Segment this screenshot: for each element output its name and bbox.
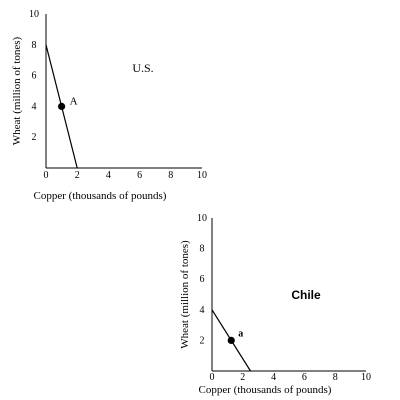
us-title: U.S. [132,61,153,75]
us-y-tick-label: 8 [32,40,37,51]
chile-x-tick-label: 2 [240,372,245,383]
us-point-label: A [70,95,78,107]
chile-x-tick-label: 6 [302,372,307,383]
us-x-tick-label: 4 [106,170,111,181]
chile-y-tick-label: 6 [200,274,205,285]
chile-x-tick-label: 10 [361,372,371,383]
chile-x-tick-label: 0 [210,372,215,383]
us-y-axis-label: Wheat (million of tones) [11,36,23,145]
chile-point-marker [227,336,235,344]
us-x-axis-label: Copper (thousands of pounds) [34,190,167,202]
us-point-marker [58,102,66,110]
us-x-tick-label: 10 [197,170,207,181]
chile-y-tick-label: 10 [197,213,207,224]
chile-y-tick-label: 8 [200,244,205,255]
us-x-tick-label: 0 [44,170,49,181]
chile-x-tick-label: 8 [333,372,338,383]
chile-y-tick-label: 4 [200,305,205,316]
us-y-tick-label: 6 [32,71,37,82]
chile-x-tick-label: 4 [271,372,276,383]
us-y-tick-label: 2 [32,132,37,143]
us-y-tick-label: 4 [32,101,37,112]
us-x-tick-label: 6 [137,170,142,181]
chile-point-label: a [238,328,243,339]
chile-title: Chile [291,288,321,302]
chile-x-axis-label: Copper (thousands of pounds) [199,384,332,396]
us-x-tick-label: 8 [168,170,173,181]
us-x-tick-label: 2 [75,170,80,181]
us-y-tick-label: 10 [29,9,39,20]
chile-y-tick-label: 2 [200,335,205,346]
chile-y-axis-label: Wheat (million of tones) [179,240,191,349]
